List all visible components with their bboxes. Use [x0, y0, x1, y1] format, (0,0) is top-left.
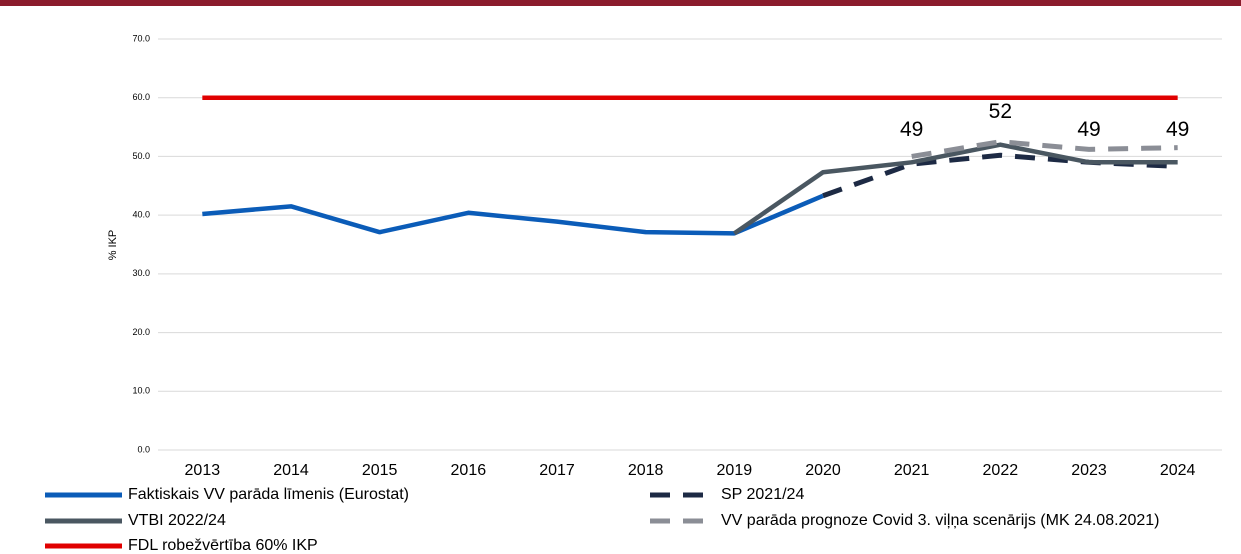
- series-line: [202, 193, 824, 236]
- x-tick-label: 2022: [983, 462, 1019, 479]
- x-tick-label: 2024: [1160, 462, 1196, 479]
- x-tick-label: 2014: [273, 462, 309, 479]
- x-tick-label: 2023: [1071, 462, 1107, 479]
- x-tick-label: 2017: [539, 462, 575, 479]
- legend-label: SP 2021/24: [721, 486, 804, 503]
- legend-label: VV parāda prognoze Covid 3. viļņa scenār…: [721, 512, 1159, 529]
- series-line: [733, 142, 1178, 236]
- data-label: 52: [989, 100, 1012, 123]
- x-tick-label: 2020: [805, 462, 841, 479]
- x-tick-label: 2016: [451, 462, 487, 479]
- y-tick-label: 70.0: [132, 33, 150, 43]
- x-tick-label: 2013: [185, 462, 221, 479]
- legend-label: VTBI 2022/24: [128, 512, 226, 529]
- x-tick-label: 2019: [717, 462, 753, 479]
- legend-label: Faktiskais VV parāda līmenis (Eurostat): [128, 486, 409, 503]
- legend-label: FDL robežvērtība 60% IKP: [128, 537, 318, 554]
- data-label: 49: [1166, 118, 1189, 141]
- top-bar: [0, 0, 1241, 6]
- x-tick-label: 2018: [628, 462, 664, 479]
- series-line: [911, 139, 1178, 159]
- y-tick-label: 30.0: [132, 268, 150, 278]
- y-tick-label: 60.0: [132, 92, 150, 102]
- y-tick-label: 0.0: [137, 444, 150, 454]
- y-tick-label: 40.0: [132, 210, 150, 220]
- x-tick-label: 2021: [894, 462, 930, 479]
- x-tick-label: 2015: [362, 462, 398, 479]
- y-tick-label: 20.0: [132, 327, 150, 337]
- data-label: 49: [1077, 118, 1100, 141]
- y-tick-label: 50.0: [132, 151, 150, 161]
- y-axis-label: % IKP: [107, 230, 119, 261]
- data-label: 49: [900, 118, 923, 141]
- y-tick-label: 10.0: [132, 386, 150, 396]
